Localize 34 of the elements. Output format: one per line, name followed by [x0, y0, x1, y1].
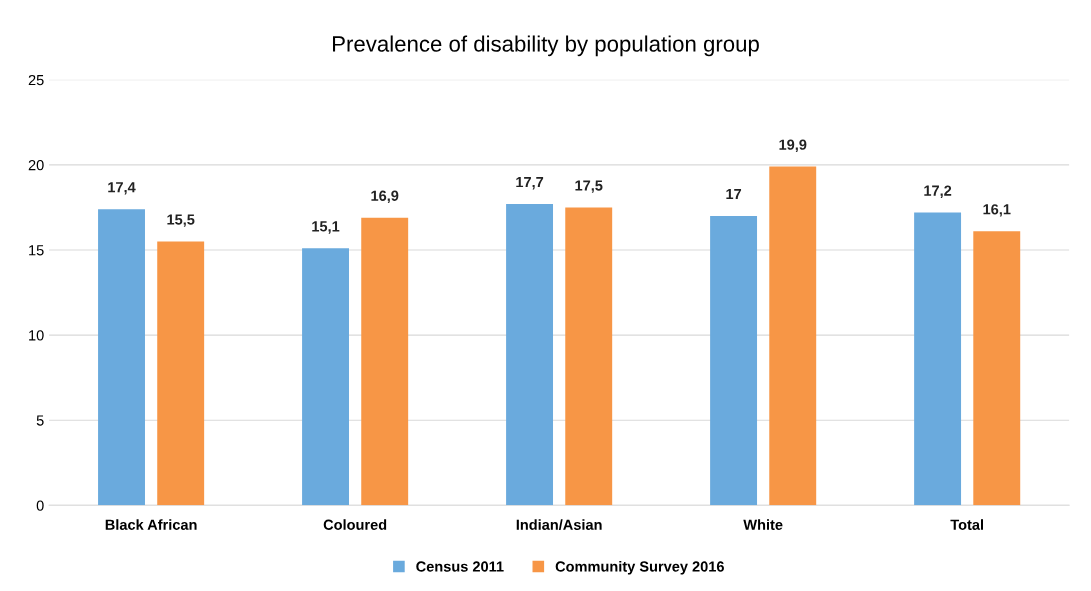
- bar: [914, 212, 962, 506]
- y-tick-label: 20: [28, 159, 44, 171]
- data-label: 17,7: [516, 177, 544, 190]
- y-tick-label: 15: [29, 245, 44, 256]
- data-label: 17,2: [924, 185, 952, 198]
- data-label: 17: [726, 189, 742, 200]
- bar: [973, 231, 1021, 506]
- x-tick-label: White: [743, 519, 783, 530]
- x-tick-label: Indian/Asian: [516, 519, 602, 531]
- data-label: 17,5: [575, 180, 603, 193]
- data-label: 16,1: [983, 204, 1011, 217]
- data-label: 15,1: [312, 221, 340, 234]
- x-tick-label: Black African: [105, 519, 197, 530]
- data-label: 19,9: [779, 139, 807, 152]
- data-label: 15,5: [167, 214, 195, 227]
- chart-title: Prevalence of disability by population group: [333, 35, 759, 57]
- y-tick-label: 25: [28, 74, 44, 86]
- bar: [302, 248, 349, 506]
- data-label: 17,4: [108, 182, 136, 195]
- bar: [710, 215, 758, 506]
- bar: [98, 209, 145, 506]
- bar: [506, 204, 554, 506]
- y-tick-label: 5: [36, 415, 44, 426]
- bar: [361, 217, 409, 506]
- y-tick-label: 10: [29, 330, 44, 341]
- legend-label: Census 2011: [416, 561, 504, 572]
- bar: [565, 207, 613, 506]
- data-label: 16,9: [371, 190, 399, 203]
- x-tick-label: Coloured: [323, 519, 387, 530]
- bar: [157, 241, 205, 506]
- x-tick-label: Total: [950, 519, 984, 530]
- bar: [769, 166, 817, 506]
- y-tick-label: 0: [36, 500, 44, 511]
- legend-label: Community Survey 2016: [555, 560, 724, 575]
